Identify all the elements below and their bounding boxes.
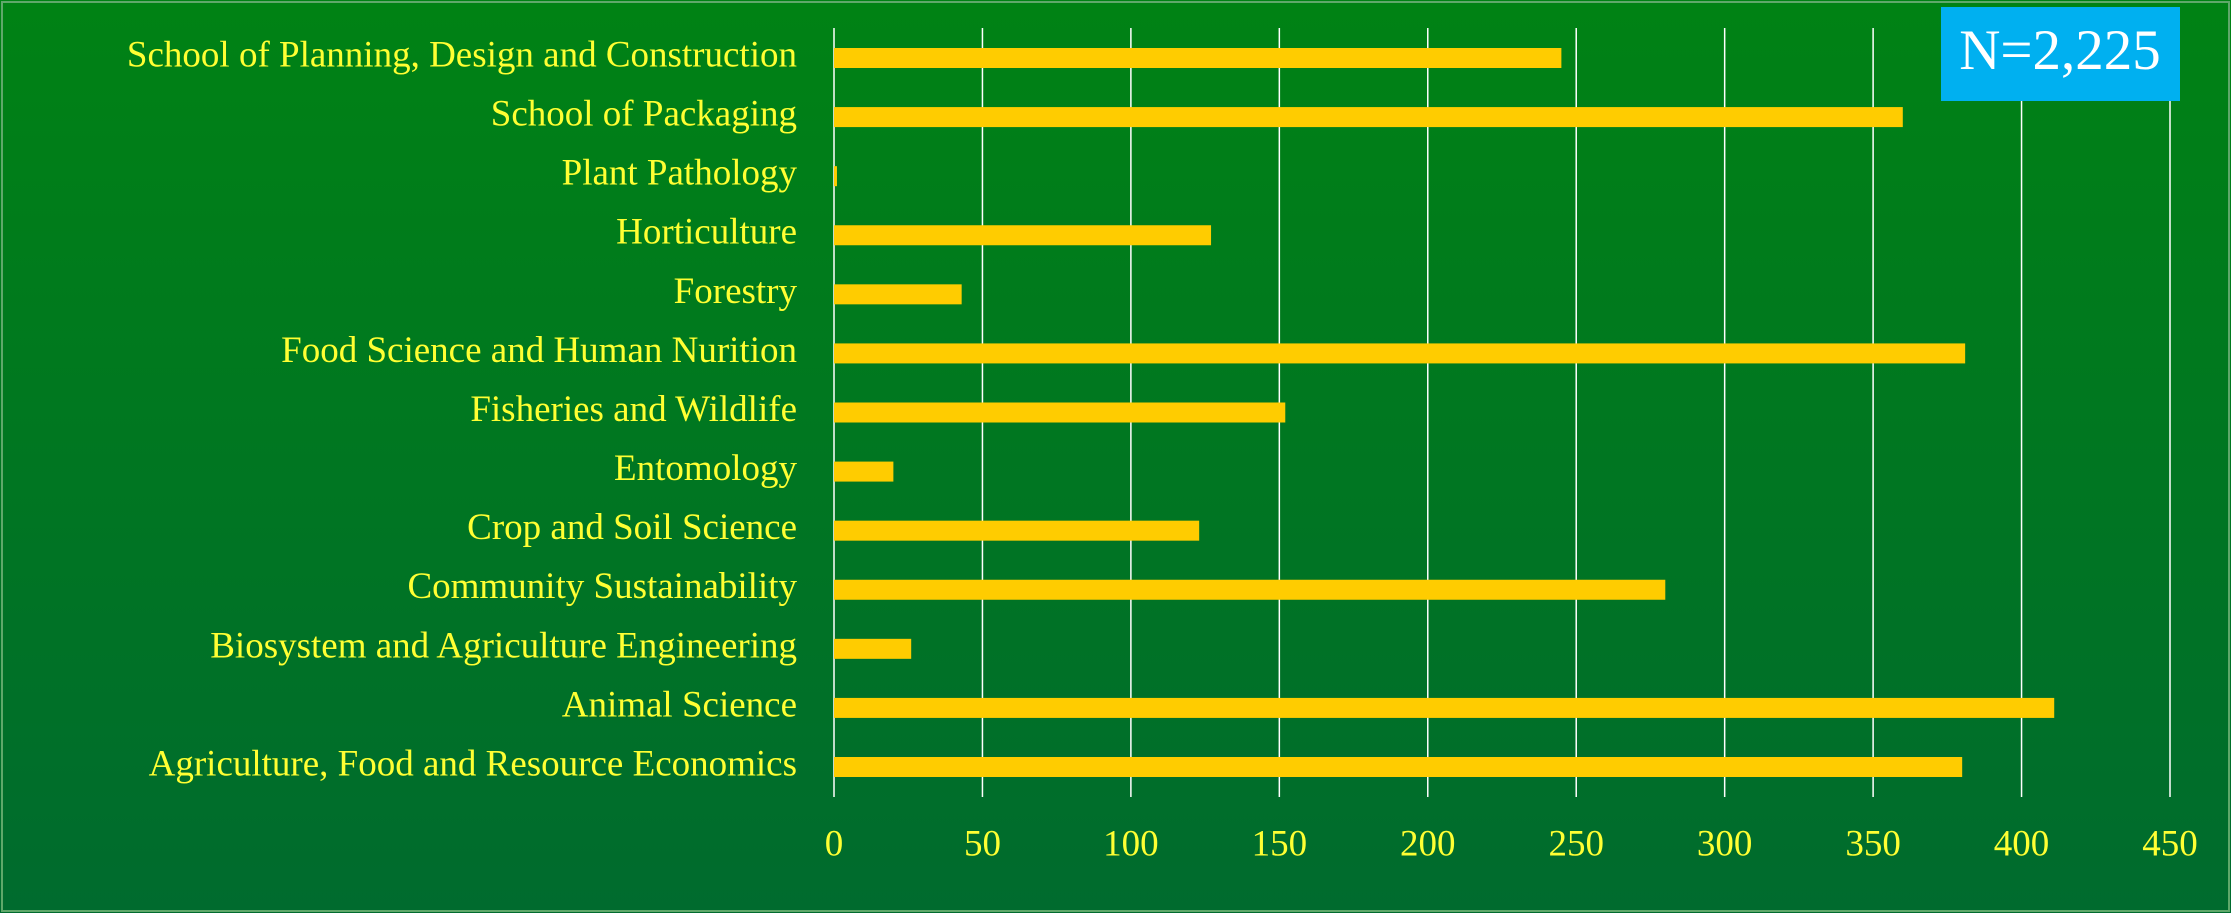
bar — [834, 638, 912, 659]
plot-area: 0 50 100 150 200 250 300 350 400 450 School of Pla… — [127, 28, 2198, 864]
bar — [834, 579, 1666, 600]
y-tick-label: Horticulture — [616, 212, 797, 253]
bar — [834, 520, 1200, 541]
y-tick-label: Crop and Soil Science — [467, 507, 797, 548]
y-tick-label: Fisheries and Wildlife — [470, 389, 797, 430]
bar — [834, 461, 894, 482]
annotation: N=2,225 — [1959, 19, 2161, 82]
y-tick-label: Animal Science — [562, 684, 797, 725]
bar — [834, 225, 1212, 246]
x-tick-label: 250 — [1548, 823, 1604, 864]
bar — [834, 284, 962, 305]
bar — [834, 107, 1903, 128]
y-tick-label: School of Planning, Design and Construct… — [127, 34, 797, 75]
y-tick-label: Agriculture, Food and Resource Economics — [149, 743, 797, 784]
y-tick-label: School of Packaging — [491, 94, 797, 135]
y-tick-label: Biosystem and Agriculture Engineering — [210, 625, 797, 666]
bar — [834, 166, 837, 187]
x-tick-label: 150 — [1252, 823, 1308, 864]
y-tick-label: Plant Pathology — [562, 153, 798, 194]
bar — [834, 697, 2055, 718]
x-tick-label: 50 — [964, 823, 1001, 864]
annotation-box — [1941, 7, 2180, 101]
x-tick-label: 400 — [1994, 823, 2050, 864]
x-tick-label: 200 — [1400, 823, 1456, 864]
x-tick-label: 450 — [2142, 823, 2198, 864]
bar — [834, 757, 1963, 777]
bar — [834, 343, 1966, 364]
x-tick-label: 0 — [825, 823, 844, 864]
x-tick-label: 100 — [1103, 823, 1159, 864]
y-tick-label: Forestry — [674, 271, 798, 312]
y-tick-label: Food Science and Human Nurition — [281, 330, 797, 371]
x-tick-label: 350 — [1845, 823, 1901, 864]
y-tick-label: Community Sustainability — [407, 566, 797, 607]
bar — [834, 402, 1286, 423]
bar — [834, 48, 1562, 68]
y-tick-label: Entomology — [614, 448, 797, 489]
x-tick-label: 300 — [1697, 823, 1753, 864]
